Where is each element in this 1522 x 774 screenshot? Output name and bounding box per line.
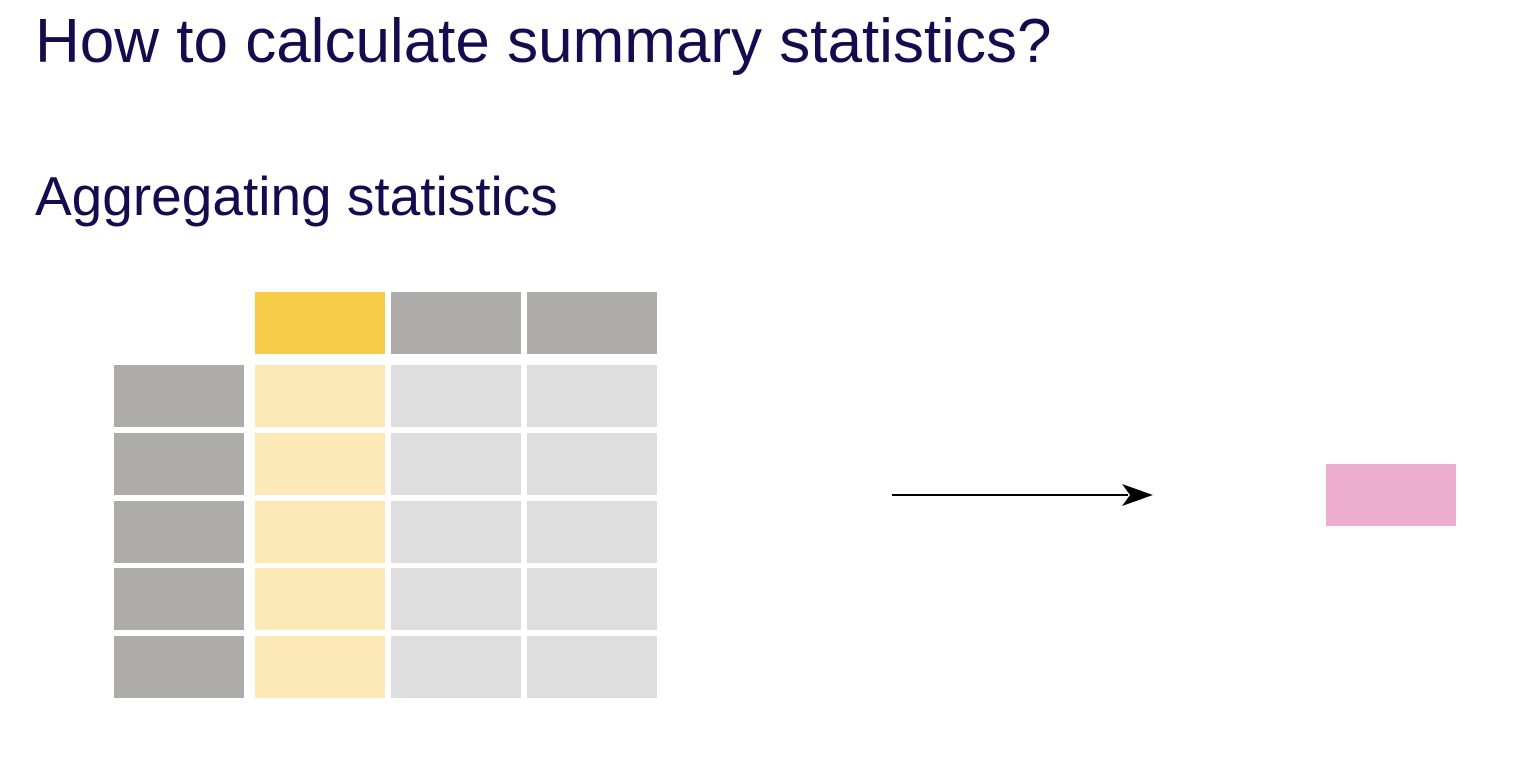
cell-r1-c3 (527, 365, 657, 427)
column-header-2 (391, 292, 521, 354)
cell-r3-c2 (391, 501, 521, 563)
cell-r2-c1-selected (255, 433, 385, 495)
cell-r1-c1-selected (255, 365, 385, 427)
aggregated-result-cell (1326, 464, 1456, 526)
cell-r5-c3 (527, 636, 657, 698)
cell-r2-c3 (527, 433, 657, 495)
column-header-1-selected (255, 292, 385, 354)
cell-r4-c2 (391, 568, 521, 630)
section-subtitle: Aggregating statistics (35, 165, 558, 227)
cell-r1-c2 (391, 365, 521, 427)
row-header-2 (114, 433, 244, 495)
row-header-5 (114, 636, 244, 698)
row-header-1 (114, 365, 244, 427)
cell-r2-c2 (391, 433, 521, 495)
cell-r4-c1-selected (255, 568, 385, 630)
cell-r4-c3 (527, 568, 657, 630)
column-header-3 (527, 292, 657, 354)
row-header-4 (114, 568, 244, 630)
cell-r5-c2 (391, 636, 521, 698)
cell-r5-c1-selected (255, 636, 385, 698)
row-header-3 (114, 501, 244, 563)
right-arrow-icon (892, 484, 1153, 506)
page-title: How to calculate summary statistics? (35, 7, 1052, 76)
cell-r3-c3 (527, 501, 657, 563)
cell-r3-c1-selected (255, 501, 385, 563)
